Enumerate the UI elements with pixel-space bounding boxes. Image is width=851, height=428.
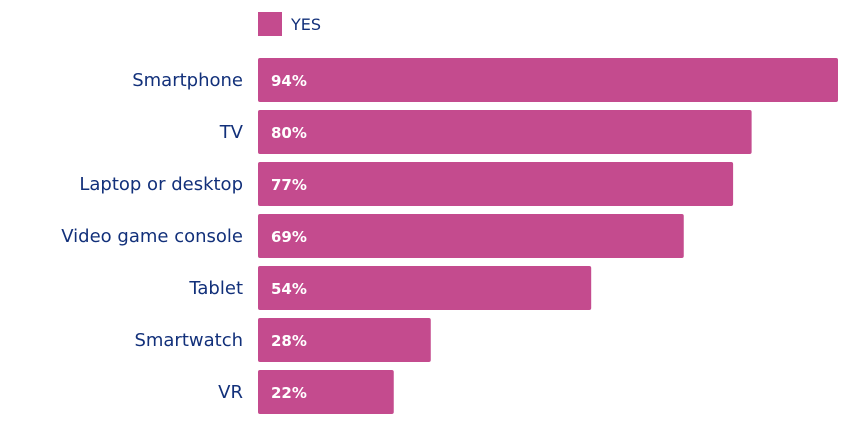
category-label-laptop-or-desktop: Laptop or desktop — [79, 174, 243, 195]
category-label-tablet: Tablet — [188, 278, 243, 299]
value-label-smartphone: 94% — [271, 72, 307, 90]
value-label-vr: 22% — [271, 384, 307, 402]
category-label-smartphone: Smartphone — [132, 70, 243, 91]
bars-group: Smartphone 94% TV 80% Laptop or desktop 77% Vi… — [61, 58, 838, 414]
bar-tv — [258, 110, 752, 154]
value-label-laptop-or-desktop: 77% — [271, 176, 307, 194]
category-label-vr: VR — [218, 382, 243, 403]
bar-smartwatch — [258, 318, 431, 362]
bar-laptop-or-desktop — [258, 162, 734, 206]
value-label-smartwatch: 28% — [271, 332, 307, 350]
legend-swatch-yes — [258, 12, 282, 36]
legend: YES — [258, 12, 321, 36]
bar-vr — [258, 370, 394, 414]
bar-video-game-console — [258, 214, 684, 258]
legend-label-yes: YES — [290, 15, 321, 34]
category-label-smartwatch: Smartwatch — [134, 330, 243, 351]
bar-smartphone — [258, 58, 838, 102]
value-label-tablet: 54% — [271, 280, 307, 298]
category-label-tv: TV — [219, 122, 244, 143]
category-label-video-game-console: Video game console — [61, 226, 243, 247]
value-label-video-game-console: 69% — [271, 228, 307, 246]
value-label-tv: 80% — [271, 124, 307, 142]
bar-tablet — [258, 266, 592, 310]
